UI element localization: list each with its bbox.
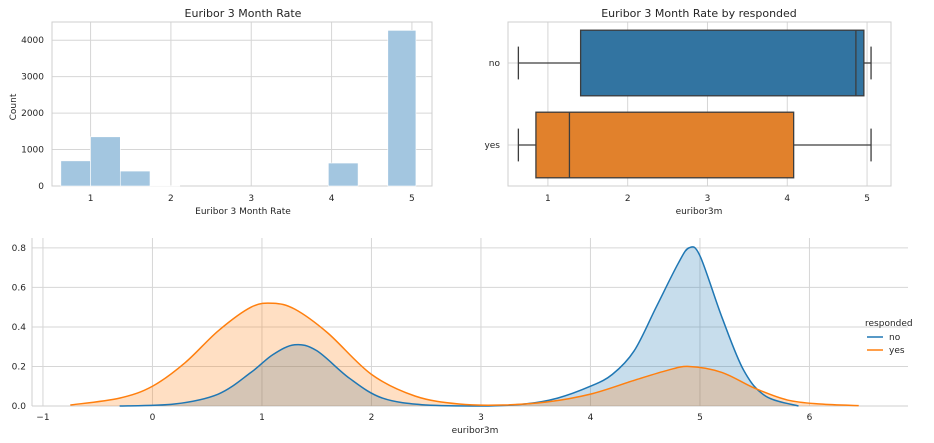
boxplot-category-label: no [489,59,501,69]
kde-x-tick-label: 3 [478,413,484,423]
kde-x-tick-label: 0 [150,413,156,423]
kde-grid [31,238,908,407]
kde-lines [70,246,859,407]
boxplot-boxes [517,29,872,179]
boxplot-category-label: yes [484,141,500,151]
kde-x-label: euribor3m [452,426,499,436]
boxplot-panel: Euribor 3 Month Rate by responded 1 2 3 4 5 n… [484,7,892,217]
legend-label-yes: yes [889,346,905,356]
kde-line-no [119,246,799,407]
kde-y-tick-label: 0.4 [12,323,27,333]
kde-x-tick-label: 4 [588,413,594,423]
histogram-y-tick-label: 3000 [21,73,44,83]
legend-label-no: no [889,333,901,343]
kde-x-tick-label: 2 [369,413,375,423]
legend-title: responded [865,319,913,329]
boxplot-x-label: euribor3m [676,207,723,217]
kde-x-tick-label: 1 [259,413,265,423]
histogram-bar [60,160,91,187]
kde-y-tick-label: 0.0 [12,402,27,412]
histogram-x-tick-label: 4 [329,194,335,204]
histogram-frame [51,21,433,187]
kde-y-tick-label: 0.6 [12,283,27,293]
histogram-y-tick-label: 4000 [21,36,44,46]
histogram-y-tick-label: 0 [38,182,44,192]
histogram-y-tick-label: 1000 [21,146,44,156]
kde-panel: −1 0 1 2 3 4 5 6 0.0 0.2 0.4 0.6 0.8 euribor3m respo… [12,238,913,436]
boxplot-box-yes [535,111,795,179]
histogram-x-tick-label: 2 [168,194,174,204]
boxplot-x-tick-label: 2 [625,194,631,204]
histogram-bar [119,170,151,187]
boxplot-tick-labels: 1 2 3 4 5 no yes [484,59,869,204]
kde-area-no [119,246,799,406]
histogram-y-label: Count [9,93,19,120]
boxplot-x-tick-label: 4 [784,194,790,204]
kde-areas [70,246,859,406]
boxplot-x-tick-label: 5 [864,194,870,204]
histogram-title: Euribor 3 Month Rate [185,7,302,20]
histogram-bar [328,162,359,187]
boxplot-x-tick-label: 3 [705,194,711,204]
histogram-panel: Euribor 3 Month Rate 1 2 3 4 5 0 1000 2000 3000 4… [9,7,433,217]
kde-area-yes [70,303,859,406]
histogram-x-label: Euribor 3 Month Rate [195,207,291,217]
boxplot-frame [507,21,892,187]
histogram-bar [90,136,121,187]
histogram-bar [387,30,417,187]
kde-y-tick-label: 0.2 [12,362,26,372]
histogram-tick-labels: 1 2 3 4 5 0 1000 2000 3000 4000 [21,36,415,204]
histogram-bars [60,30,417,187]
kde-x-tick-label: 6 [807,413,813,423]
kde-x-tick-label: 5 [697,413,703,423]
kde-line-yes [70,302,859,407]
kde-tick-labels: −1 0 1 2 3 4 5 6 0.0 0.2 0.4 0.6 0.8 [12,244,813,423]
kde-legend: responded no yes [865,319,913,356]
boxplot-title: Euribor 3 Month Rate by responded [601,7,797,20]
histogram-x-tick-label: 5 [409,194,415,204]
kde-y-tick-label: 0.8 [12,244,27,254]
histogram-x-tick-label: 1 [88,194,94,204]
boxplot-x-tick-label: 1 [545,194,551,204]
histogram-y-tick-label: 2000 [21,109,44,119]
histogram-x-tick-label: 3 [248,194,254,204]
boxplot-box-no [579,29,865,97]
kde-x-tick-label: −1 [36,413,49,423]
